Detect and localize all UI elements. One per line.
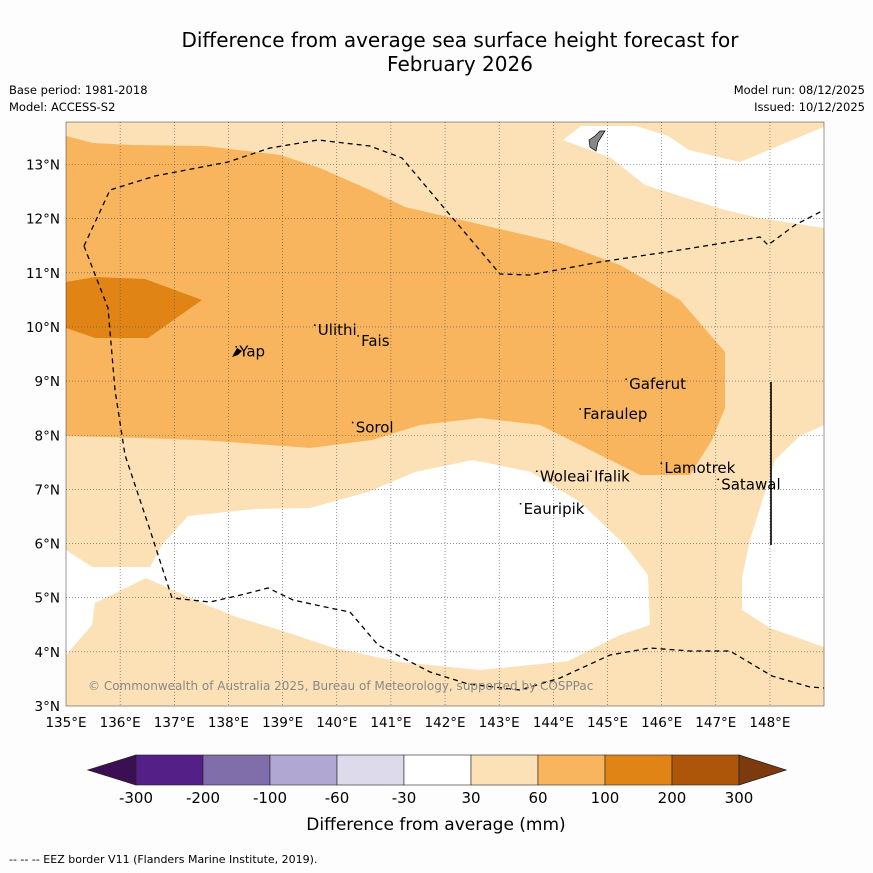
colorbar-tick-label: -60 xyxy=(325,789,350,807)
colorbar-tick-label: -100 xyxy=(253,789,287,807)
colorbar-segment xyxy=(671,754,740,786)
x-tick-label: 143°E xyxy=(479,715,520,731)
x-tick-label: 138°E xyxy=(208,715,249,731)
colorbar-segment xyxy=(269,754,338,786)
colorbar-tick-label: 100 xyxy=(591,789,620,807)
x-axis-ticks: 135°E 136°E 137°E 138°E 139°E 140°E 141°E 142°E… xyxy=(45,715,790,731)
place-label: Lamotrek xyxy=(664,459,735,477)
y-tick-label: 9°N xyxy=(35,374,60,390)
place-marker xyxy=(313,324,316,326)
x-tick-label: 146°E xyxy=(641,715,682,731)
contour-60-100 xyxy=(66,136,725,475)
place-marker xyxy=(519,502,522,505)
place-label: Woleai xyxy=(540,467,590,485)
x-tick-label: 148°E xyxy=(749,715,790,731)
y-axis-ticks: 3°N 4°N 5°N 6°N 7°N 8°N 9°N 10°N 11°N 12°N 13°N xyxy=(26,158,60,716)
contour-neutral-north xyxy=(563,126,824,228)
place-label: Ulithi xyxy=(318,321,357,339)
issued-date: Issued: 10/12/2025 xyxy=(754,100,865,114)
colorbar-extend-low xyxy=(86,754,137,786)
contour-neutral-east xyxy=(742,425,824,647)
x-tick-label: 140°E xyxy=(316,715,357,731)
eez-border xyxy=(83,139,824,691)
place-label: Gaferut xyxy=(629,375,686,393)
place-label: Eauripik xyxy=(524,500,585,518)
meta-right: Model run: 08/12/2025 Issued: 10/12/2025 xyxy=(734,82,865,116)
base-period: Base period: 1981-2018 xyxy=(9,83,148,97)
yap-island-shape xyxy=(232,348,242,357)
y-tick-label: 10°N xyxy=(26,320,60,336)
x-tick-label: 142°E xyxy=(425,715,466,731)
place-marker xyxy=(357,335,360,337)
colorbar-segment xyxy=(403,754,472,786)
place-label: Faraulep xyxy=(583,405,647,423)
place-marker xyxy=(235,345,238,348)
place-marker xyxy=(625,378,628,381)
y-tick-label: 11°N xyxy=(26,266,60,282)
colorbar: -300 -200 -100 -60 -30 30 60 100 200 300 xyxy=(86,754,788,807)
colorbar-tick-label: 300 xyxy=(725,789,754,807)
x-tick-label: 137°E xyxy=(154,715,195,731)
y-tick-label: 13°N xyxy=(26,158,60,174)
x-tick-label: 139°E xyxy=(262,715,303,731)
colorbar-segment xyxy=(336,754,405,786)
x-tick-label: 144°E xyxy=(533,715,574,731)
title-line-2: February 2026 xyxy=(387,52,533,76)
colorbar-segment xyxy=(537,754,606,786)
contour-neutral-south xyxy=(162,460,650,670)
eez-footnote: -- -- -- EEZ border V11 (Flanders Marine… xyxy=(9,853,318,866)
contour-100-200 xyxy=(66,277,202,338)
colorbar-tick-label: -30 xyxy=(392,789,417,807)
colorbar-tick-label: 30 xyxy=(461,789,480,807)
place-marker xyxy=(717,478,720,481)
guam-island-shape xyxy=(588,130,606,152)
place-label: Yap xyxy=(238,343,265,361)
colorbar-segment xyxy=(604,754,673,786)
gridlines xyxy=(66,122,824,706)
colorbar-segment xyxy=(202,754,271,786)
place-label: Sorol xyxy=(356,419,394,437)
place-marker xyxy=(351,421,354,424)
map-frame xyxy=(65,121,825,707)
x-tick-label: 135°E xyxy=(45,715,86,731)
y-tick-label: 8°N xyxy=(35,428,60,444)
colorbar-segment xyxy=(135,754,204,786)
copyright-note: © Commonwealth of Australia 2025, Bureau… xyxy=(88,679,593,693)
place-label: Ifalik xyxy=(594,467,630,485)
meta-left: Base period: 1981-2018 Model: ACCESS-S2 xyxy=(9,82,148,116)
x-tick-label: 145°E xyxy=(587,715,628,731)
place-label: Satawal xyxy=(721,475,780,493)
place-marker xyxy=(535,470,538,473)
colorbar-tick-label: -300 xyxy=(119,789,153,807)
x-tick-label: 147°E xyxy=(695,715,736,731)
colorbar-extend-high xyxy=(738,754,788,786)
colorbar-label: Difference from average (mm) xyxy=(306,815,565,835)
chart-title: Difference from average sea surface heig… xyxy=(60,28,860,76)
y-tick-label: 5°N xyxy=(35,591,60,607)
colorbar-tick-label: -200 xyxy=(186,789,220,807)
colorbar-segment xyxy=(470,754,539,786)
place-marker xyxy=(590,470,592,473)
x-tick-label: 136°E xyxy=(100,715,141,731)
contour-neutral-southwest xyxy=(66,545,195,655)
y-tick-label: 6°N xyxy=(35,537,60,553)
colorbar-tick-label: 60 xyxy=(528,789,547,807)
place-label: Fais xyxy=(361,332,390,350)
x-tick-label: 141°E xyxy=(370,715,411,731)
title-line-1: Difference from average sea surface heig… xyxy=(181,28,739,52)
y-tick-label: 3°N xyxy=(35,699,60,715)
y-tick-label: 12°N xyxy=(26,212,60,228)
place-marker xyxy=(579,408,582,410)
contour-30-60-south xyxy=(66,472,824,706)
place-marker xyxy=(660,462,663,465)
colorbar-tick-label: 200 xyxy=(658,789,687,807)
y-tick-label: 4°N xyxy=(35,645,60,661)
model-run: Model run: 08/12/2025 xyxy=(733,83,865,97)
model-name: Model: ACCESS-S2 xyxy=(9,100,116,114)
y-tick-label: 7°N xyxy=(35,482,60,498)
